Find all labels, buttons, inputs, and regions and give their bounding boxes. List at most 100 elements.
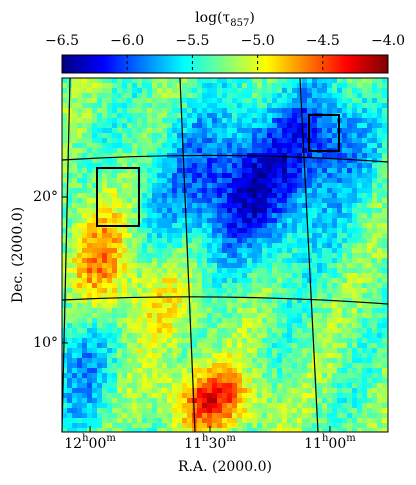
map-pixel [217, 188, 222, 193]
map-pixel [122, 273, 127, 278]
map-pixel [142, 278, 147, 283]
map-pixel [112, 303, 117, 308]
map-pixel [182, 128, 187, 133]
map-pixel [67, 218, 72, 223]
map-pixel [347, 288, 352, 293]
map-pixel [192, 93, 197, 98]
map-pixel [242, 383, 247, 388]
map-pixel [72, 358, 77, 363]
map-pixel [247, 93, 252, 98]
map-pixel [367, 133, 372, 138]
map-pixel [307, 328, 312, 333]
map-pixel [152, 358, 157, 363]
map-pixel [372, 133, 377, 138]
map-pixel [92, 223, 97, 228]
map-pixel [112, 393, 117, 398]
map-pixel [177, 253, 182, 258]
map-pixel [252, 273, 257, 278]
map-pixel [297, 418, 302, 423]
map-pixel [67, 328, 72, 333]
map-pixel [217, 88, 222, 93]
map-pixel [202, 373, 207, 378]
map-pixel [122, 393, 127, 398]
map-pixel [317, 373, 322, 378]
map-pixel [212, 393, 217, 398]
map-pixel [152, 378, 157, 383]
map-pixel [247, 248, 252, 253]
map-pixel [277, 143, 282, 148]
map-pixel [302, 183, 307, 188]
colorbar-tick-label: −6.0 [110, 33, 144, 49]
map-pixel [112, 98, 117, 103]
colorbar-cell [138, 55, 141, 73]
map-pixel [282, 413, 287, 418]
map-pixel [62, 78, 67, 83]
map-pixel [172, 83, 177, 88]
map-pixel [262, 173, 267, 178]
map-pixel [242, 323, 247, 328]
map-pixel [127, 348, 132, 353]
map-pixel [322, 103, 327, 108]
map-pixel [147, 113, 152, 118]
map-pixel [77, 413, 82, 418]
map-pixel [207, 238, 212, 243]
map-pixel [152, 183, 157, 188]
map-pixel [282, 418, 287, 423]
map-pixel [117, 238, 122, 243]
map-pixel [372, 223, 377, 228]
map-pixel [297, 213, 302, 218]
map-pixel [212, 348, 217, 353]
map-pixel [232, 293, 237, 298]
colorbar-cell [186, 55, 189, 73]
map-pixel [212, 168, 217, 173]
map-pixel [92, 173, 97, 178]
map-pixel [62, 388, 67, 393]
map-pixel [197, 208, 202, 213]
map-pixel [322, 338, 327, 343]
map-pixel [162, 218, 167, 223]
map-pixel [267, 378, 272, 383]
colorbar-cell [192, 55, 195, 73]
map-pixel [342, 318, 347, 323]
colorbar-cell [338, 55, 341, 73]
map-pixel [72, 78, 77, 83]
map-pixel [162, 173, 167, 178]
map-pixel [147, 408, 152, 413]
map-pixel [217, 428, 222, 432]
map-pixel [332, 203, 337, 208]
map-pixel [372, 288, 377, 293]
map-pixel [257, 203, 262, 208]
map-pixel [342, 78, 347, 83]
map-pixel [127, 143, 132, 148]
map-pixel [127, 113, 132, 118]
colorbar-cell [64, 55, 67, 73]
map-pixel [87, 133, 92, 138]
map-pixel [132, 188, 137, 193]
map-pixel [152, 78, 157, 83]
map-pixel [337, 93, 342, 98]
map-pixel [92, 83, 97, 88]
map-pixel [382, 173, 387, 178]
colorbar-cell [70, 55, 73, 73]
map-pixel [307, 338, 312, 343]
colorbar-cell [72, 55, 75, 73]
map-pixel [247, 388, 252, 393]
map-pixel [202, 308, 207, 313]
map-pixel [207, 428, 212, 432]
map-pixel [152, 173, 157, 178]
map-pixel [372, 278, 377, 283]
map-pixel [322, 308, 327, 313]
map-pixel [257, 248, 262, 253]
map-pixel [242, 428, 247, 432]
map-pixel [242, 118, 247, 123]
map-pixel [242, 308, 247, 313]
map-pixel [352, 363, 357, 368]
map-pixel [347, 128, 352, 133]
map-pixel [227, 193, 232, 198]
map-pixel [142, 393, 147, 398]
map-pixel [157, 233, 162, 238]
map-pixel [287, 198, 292, 203]
map-pixel [87, 168, 92, 173]
map-pixel [322, 303, 327, 308]
map-pixel [372, 198, 377, 203]
